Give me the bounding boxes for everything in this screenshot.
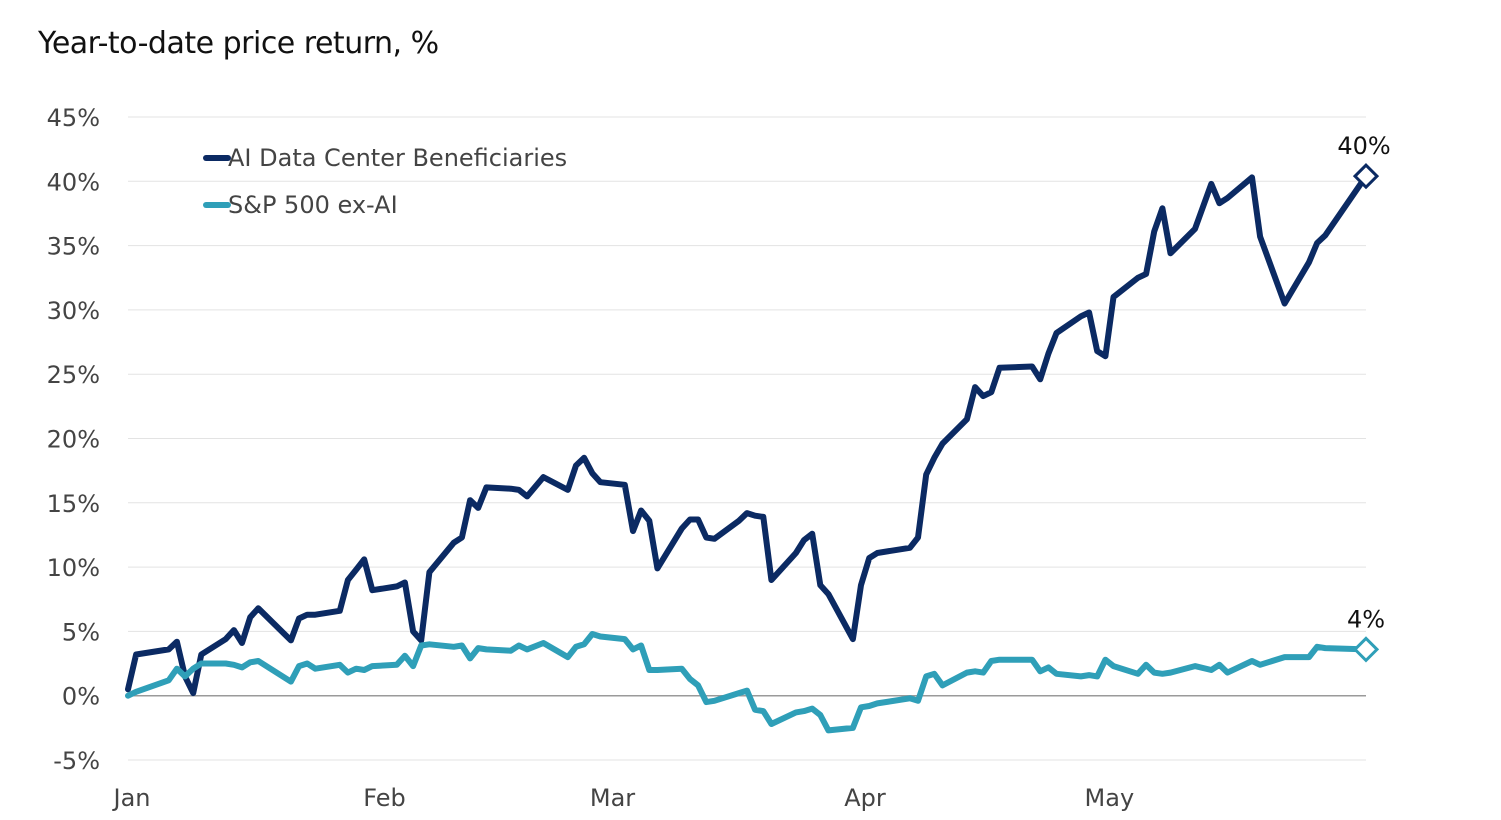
chart-title: Year-to-date price return, % xyxy=(38,26,439,61)
legend-label-0: AI Data Center Beneficiaries xyxy=(228,144,567,172)
y-tick-label: 40% xyxy=(47,168,100,196)
x-tick-label: Jan xyxy=(112,784,151,812)
end-marker-0 xyxy=(1352,163,1380,190)
series-line-1 xyxy=(125,631,1369,734)
y-tick-label: 5% xyxy=(62,618,100,646)
y-axis-ticks: 45% 40% 35% 30% 25% 20% 15% 10% 5% 0% -5% xyxy=(47,104,100,775)
end-value-label-0: 40% xyxy=(1337,132,1390,160)
y-tick-label: 45% xyxy=(47,104,100,132)
y-tick-label: 20% xyxy=(47,426,100,454)
y-tick-label: 25% xyxy=(47,361,100,389)
x-tick-label: Apr xyxy=(844,784,886,812)
x-tick-label: Mar xyxy=(590,784,635,812)
legend-label-1: S&P 500 ex-AI xyxy=(228,191,398,219)
end-value-label-1: 4% xyxy=(1347,605,1385,633)
y-tick-label: -5% xyxy=(53,747,100,775)
y-tick-label: 10% xyxy=(47,554,100,582)
y-tick-label: 35% xyxy=(47,233,100,261)
y-tick-label: 0% xyxy=(62,683,100,711)
legend: AI Data Center Beneficiaries S&P 500 ex-A… xyxy=(203,144,567,219)
end-marker-1 xyxy=(1352,636,1380,663)
x-tick-label: May xyxy=(1085,784,1135,812)
series-line-0 xyxy=(125,173,1369,697)
x-tick-label: Feb xyxy=(363,784,406,812)
x-axis-ticks: Jan Feb Mar Apr May xyxy=(112,784,1135,812)
y-tick-label: 30% xyxy=(47,297,100,325)
y-tick-label: 15% xyxy=(47,490,100,518)
series-lines xyxy=(125,173,1369,734)
end-labels: 40% 4% xyxy=(1337,132,1391,663)
